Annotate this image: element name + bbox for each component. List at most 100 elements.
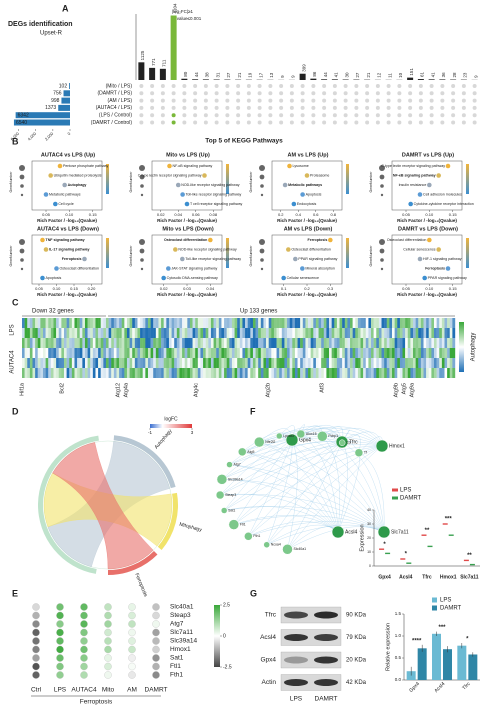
bubble [54,266,59,271]
matrix-dot [461,84,466,88]
heatmap-cell [218,358,222,368]
heatmap-cell [397,318,401,328]
heatmap-cell [242,318,246,328]
size-legend [259,165,265,171]
heatmap-cell [360,338,364,348]
heatmap-cell [334,368,338,378]
heatmap-cell [132,318,136,328]
heatmap-cell [308,348,311,358]
tick-label: 30 [367,522,371,526]
bubble [40,237,45,243]
heatmap-cell [352,358,356,368]
heatmap-cell [273,348,277,358]
heatmap-cell [344,328,348,338]
heatmap-cell [77,358,80,368]
heatmap-cell [121,338,125,348]
matrix-dot [203,105,208,110]
matrix-dot [225,91,230,96]
dot [104,654,112,662]
dot [56,671,64,679]
heatmap-cell [105,338,109,348]
plot-title: AUTAC4 vs LPS (Down) [37,226,99,232]
heatmap-cell [92,338,96,348]
pathway-name: Metabolic pathways [49,192,81,196]
bubble [427,182,432,188]
heatmap-cell [210,338,214,348]
bar-label: 399 [301,64,306,72]
heatmap-cell [449,338,453,348]
edge [248,521,339,537]
heatmap-cell [263,358,267,368]
heatmap-cell [126,338,130,348]
heatmap-cell [386,338,390,348]
band [314,679,338,686]
size-legend [140,184,144,188]
heatmap-cell [187,328,191,338]
pathway-arc [113,435,176,489]
tick-label: 0 [369,564,371,568]
heatmap-cell [399,368,403,378]
heatmap-cell [216,328,220,338]
edge [224,445,383,511]
row-label: Tfrc [265,612,277,619]
heatmap-cell [260,358,264,368]
matrix-dot [289,105,294,110]
matrix-dot [440,120,445,125]
heatmap-cell [418,348,422,358]
heatmap-cell [415,358,419,368]
heatmap-cell [87,368,91,378]
heatmap-cell [363,328,366,338]
heatmap-cell [273,328,277,338]
heatmap-cell [145,358,149,368]
heatmap-cell [441,348,445,358]
size-legend [19,174,25,180]
bar-label: 151 [409,68,414,76]
heatmap-cell [242,338,246,348]
matrix-dot [365,84,370,88]
heatmap-cell [84,318,88,328]
size-legend [20,193,24,197]
heatmap-cell [266,358,269,368]
heatmap-cell [184,338,188,348]
heatmap-cell [166,328,170,338]
heatmap-cell [129,348,133,358]
dot [128,671,136,679]
edge [221,479,339,533]
heatmap-cell [268,348,272,358]
heatmap-cell [407,318,411,328]
heatmap-cell [105,358,109,368]
matrix-dot [375,113,380,118]
matrix-dot [311,120,316,125]
node-label: Steap3 [225,493,236,497]
heatmap-cell [245,348,248,358]
lane-label: LPS [290,696,303,703]
matrix-dot [236,98,241,103]
heatmap-cell [418,328,422,338]
dot [56,628,64,637]
heatmap-cell [444,348,448,358]
heatmap-cell [158,338,162,348]
heatmap-cell [69,368,73,378]
heatmap-cell [284,318,288,328]
heatmap-cell [415,368,419,378]
heatmap-cell [35,338,38,348]
heatmap-cell [344,318,348,328]
bubble [445,163,451,169]
heatmap-cell [35,368,38,378]
bubble [287,163,292,169]
heatmap-cell [56,328,59,338]
bar [457,645,467,680]
edge [266,441,343,545]
bar [299,73,306,80]
heatmap-cell [142,318,146,328]
matrix-dot [300,105,305,110]
node [377,525,391,539]
node [338,439,346,446]
heatmap-cell [77,318,80,328]
heatmap-cell [174,368,178,378]
heatmap-cell [208,328,212,338]
matrix-dot [472,105,477,110]
heatmap-cell [368,338,372,348]
heatmap-cell [289,318,293,328]
heatmap-cell [271,318,275,328]
